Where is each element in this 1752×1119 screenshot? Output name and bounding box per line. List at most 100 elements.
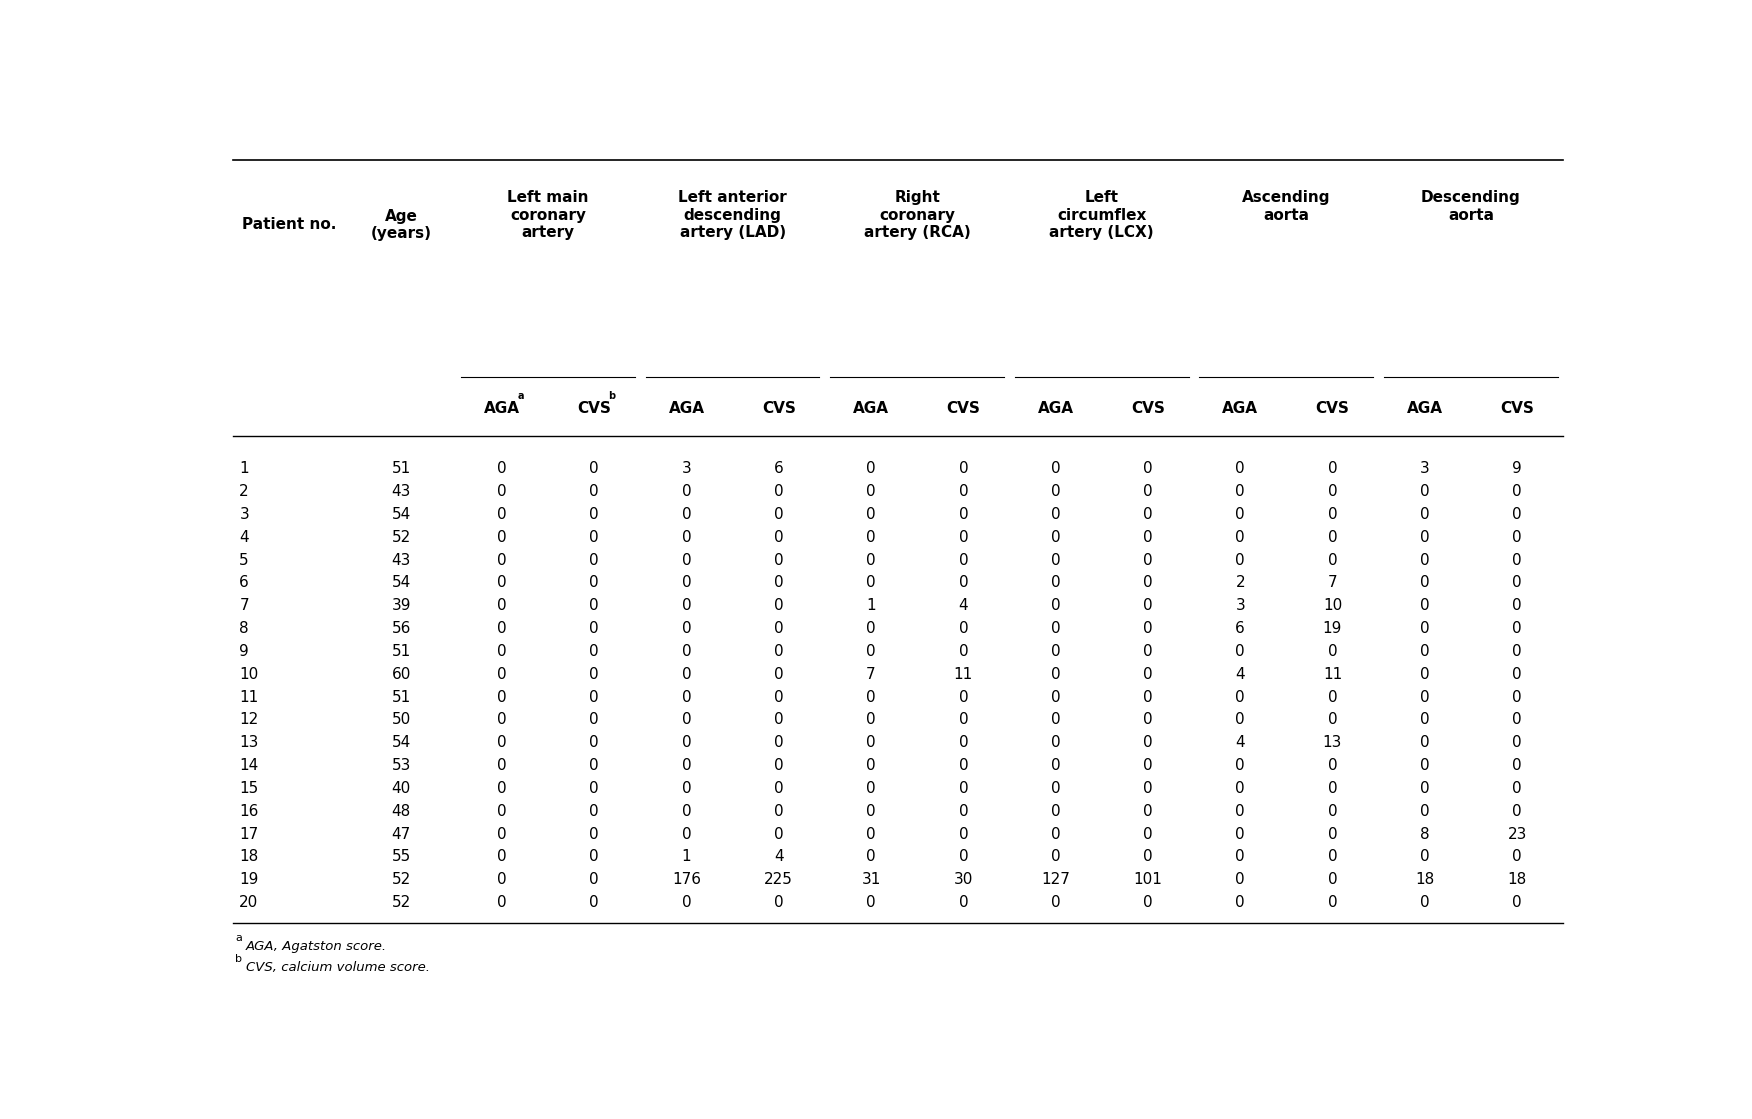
Text: 0: 0 [958,827,969,841]
Text: 0: 0 [774,759,783,773]
Text: 0: 0 [1328,553,1337,567]
Text: 0: 0 [1142,895,1153,910]
Text: 54: 54 [392,507,410,521]
Text: 0: 0 [774,803,783,819]
Text: 0: 0 [958,735,969,751]
Text: 0: 0 [682,895,692,910]
Text: 4: 4 [240,529,249,545]
Text: 0: 0 [1235,873,1246,887]
Text: 0: 0 [682,689,692,705]
Text: 51: 51 [392,643,410,659]
Text: 0: 0 [1512,507,1522,521]
Text: 0: 0 [1512,599,1522,613]
Text: 0: 0 [1142,461,1153,477]
Text: 0: 0 [958,713,969,727]
Text: 0: 0 [1512,803,1522,819]
Text: 0: 0 [865,895,876,910]
Text: 0: 0 [865,529,876,545]
Text: 0: 0 [1142,849,1153,865]
Text: CVS: CVS [576,401,611,416]
Text: 0: 0 [589,735,599,751]
Text: 0: 0 [1419,895,1430,910]
Text: 0: 0 [1419,575,1430,591]
Text: 4: 4 [1235,735,1246,751]
Text: 0: 0 [1328,827,1337,841]
Text: 0: 0 [1328,803,1337,819]
Text: 0: 0 [865,575,876,591]
Text: 0: 0 [958,553,969,567]
Text: 0: 0 [682,667,692,681]
Text: 0: 0 [682,827,692,841]
Text: 43: 43 [391,485,412,499]
Text: Age
(years): Age (years) [371,208,431,241]
Text: 0: 0 [1142,599,1153,613]
Text: 0: 0 [589,485,599,499]
Text: 0: 0 [498,643,506,659]
Text: 9: 9 [240,643,249,659]
Text: 0: 0 [774,553,783,567]
Text: 0: 0 [589,713,599,727]
Text: 0: 0 [958,895,969,910]
Text: 0: 0 [498,621,506,636]
Text: 7: 7 [240,599,249,613]
Text: 0: 0 [865,735,876,751]
Text: 0: 0 [1235,895,1246,910]
Text: 0: 0 [865,621,876,636]
Text: 0: 0 [1419,599,1430,613]
Text: Descending
aorta: Descending aorta [1421,190,1521,223]
Text: 4: 4 [958,599,969,613]
Text: 0: 0 [1142,713,1153,727]
Text: CVS: CVS [1500,401,1535,416]
Text: CVS: CVS [1132,401,1165,416]
Text: 0: 0 [1051,689,1060,705]
Text: 176: 176 [673,873,701,887]
Text: 0: 0 [958,575,969,591]
Text: 0: 0 [682,713,692,727]
Text: 0: 0 [1512,895,1522,910]
Text: 0: 0 [865,713,876,727]
Text: 0: 0 [1142,781,1153,796]
Text: 3: 3 [1419,461,1430,477]
Text: 0: 0 [589,599,599,613]
Text: 54: 54 [392,575,410,591]
Text: 0: 0 [1142,507,1153,521]
Text: 0: 0 [1051,667,1060,681]
Text: b: b [235,953,242,963]
Text: 0: 0 [1328,507,1337,521]
Text: Patient no.: Patient no. [242,217,336,233]
Text: 0: 0 [682,643,692,659]
Text: 0: 0 [1419,529,1430,545]
Text: 0: 0 [498,553,506,567]
Text: 0: 0 [1051,553,1060,567]
Text: 0: 0 [1328,849,1337,865]
Text: 0: 0 [1235,529,1246,545]
Text: 11: 11 [1323,667,1342,681]
Text: a: a [235,933,242,943]
Text: 0: 0 [1142,759,1153,773]
Text: 20: 20 [240,895,259,910]
Text: 16: 16 [240,803,259,819]
Text: 10: 10 [1323,599,1342,613]
Text: 0: 0 [498,529,506,545]
Text: AGA: AGA [1037,401,1074,416]
Text: 0: 0 [774,689,783,705]
Text: 101: 101 [1134,873,1162,887]
Text: 0: 0 [865,553,876,567]
Text: 0: 0 [589,873,599,887]
Text: 0: 0 [1512,485,1522,499]
Text: 0: 0 [865,461,876,477]
Text: 0: 0 [589,781,599,796]
Text: CVS: CVS [946,401,981,416]
Text: 0: 0 [1512,781,1522,796]
Text: 8: 8 [1419,827,1430,841]
Text: 0: 0 [1512,621,1522,636]
Text: b: b [608,392,615,402]
Text: 0: 0 [1235,827,1246,841]
Text: CVS: CVS [762,401,795,416]
Text: 0: 0 [498,667,506,681]
Text: 0: 0 [1051,621,1060,636]
Text: 0: 0 [865,507,876,521]
Text: 8: 8 [240,621,249,636]
Text: 0: 0 [774,599,783,613]
Text: 0: 0 [498,713,506,727]
